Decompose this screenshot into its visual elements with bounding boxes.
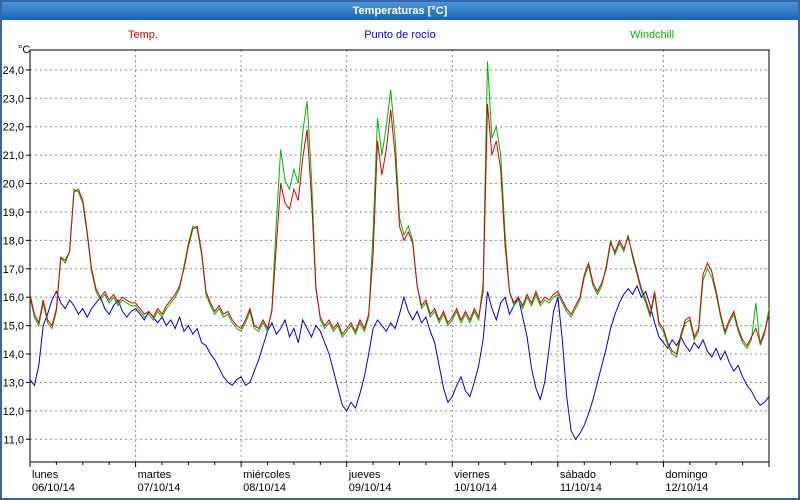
window-title-bar[interactable]: Temperaturas [°C] [2,2,798,20]
series-line-dew-point [29,284,770,441]
x-axis-date-label: 12/10/14 [665,482,708,494]
x-axis-date-label: 06/10/14 [32,482,75,494]
x-axis-day-label: lunes [32,469,59,481]
legend-windchill: Windchill [630,29,675,41]
chart-plot-area: 24,0 23,0 22,0 21,0 20,0 19,0 18,0 17,0 16,0 15,0… [3,49,770,494]
x-axis-date-label: 07/10/14 [138,482,181,494]
x-axis-day-label: jueves [348,469,381,481]
x-axis-day-label: sábado [560,469,596,481]
y-axis-label: 13,0 [3,377,24,389]
window-title: Temperaturas [°C] [352,5,448,17]
y-axis-label: 20,0 [3,179,24,191]
y-axis-label: 22,0 [3,122,24,134]
y-axis-label: 24,0 [3,65,24,77]
y-axis-label: 21,0 [3,150,24,162]
y-axis-label: 19,0 [3,207,24,219]
y-axis-label: 14,0 [3,349,24,361]
x-axis-date-label: 09/10/14 [349,482,392,494]
x-axis-day-label: martes [138,469,172,481]
y-axis-unit-label: °C [18,44,31,56]
chart-region: Punto de rocío Temp. Windchill °C 24,0 23… [2,20,798,498]
series-line-temperature [29,103,770,355]
series-line-windchill [29,61,770,358]
x-axis-day-label: domingo [665,469,707,481]
x-axis-date-label: 08/10/14 [243,482,286,494]
y-axis-label: 18,0 [3,235,24,247]
x-axis-day-label: miércoles [243,469,291,481]
x-axis-day-label: viernes [454,469,490,481]
y-axis-label: 17,0 [3,264,24,276]
y-axis-label: 23,0 [3,93,24,105]
plot-border [29,49,770,463]
y-axis-label: 12,0 [3,406,24,418]
x-axis-date-label: 11/10/14 [560,482,602,494]
y-axis-label: 16,0 [3,292,24,304]
legend-temperature: Temp. [128,29,158,41]
x-axis-date-label: 10/10/14 [454,482,497,494]
y-axis-label: 11,0 [3,434,24,446]
y-axis-label: 15,0 [3,321,24,333]
